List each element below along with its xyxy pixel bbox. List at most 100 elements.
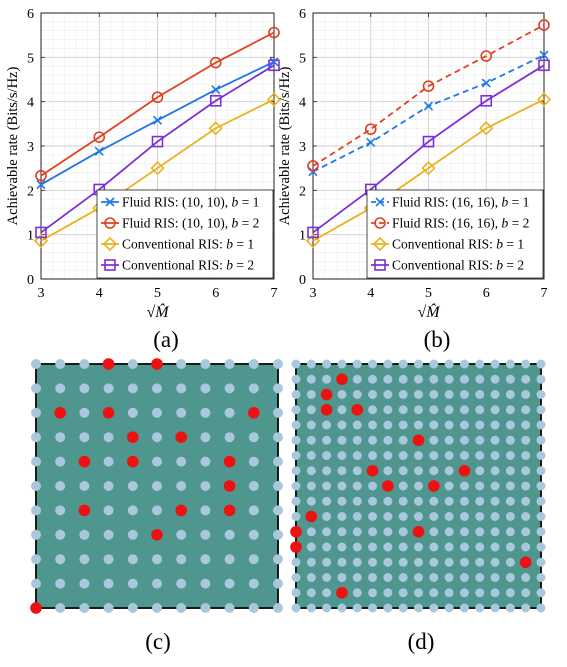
ris-element [337, 359, 347, 369]
ris-element [152, 432, 162, 443]
grid-panel-c [30, 358, 283, 614]
legend-marker [104, 259, 116, 271]
ris-element [459, 496, 469, 506]
ris-element [536, 512, 546, 521]
data-point [151, 135, 164, 148]
ris-element [79, 603, 90, 613]
ris-element [475, 496, 485, 506]
ris-element [224, 432, 235, 443]
ris-element [291, 481, 301, 491]
ris-element [291, 603, 301, 613]
ris-element [459, 527, 469, 537]
ris-element [322, 374, 332, 384]
ris-element [459, 420, 469, 430]
ris-element [103, 505, 114, 516]
ris-element [55, 578, 66, 589]
y-tick-label: 4 [299, 96, 306, 111]
ris-element [322, 588, 332, 598]
ris-element [490, 496, 500, 506]
ris-element [429, 557, 439, 567]
ris-element [291, 451, 301, 460]
ris-element [490, 588, 500, 598]
ris-element [31, 481, 41, 491]
ris-element [103, 554, 114, 565]
ris-element [322, 573, 332, 582]
ris-element [291, 588, 301, 598]
ris-element [291, 420, 301, 430]
ris-element [414, 542, 423, 552]
ris-element [444, 603, 454, 613]
ris-element [337, 451, 347, 460]
x-tick-label: 4 [367, 286, 374, 301]
ris-element [429, 420, 439, 430]
y-tick-label: 1 [27, 229, 34, 244]
ris-element [291, 390, 301, 399]
ris-element [152, 383, 162, 394]
ris-element [414, 390, 423, 399]
data-point [35, 169, 47, 182]
ris-element [368, 420, 378, 430]
ris-element [429, 603, 439, 613]
ris-element [337, 527, 347, 537]
ris-element [152, 481, 162, 491]
data-point [422, 80, 435, 92]
ris-element [398, 435, 408, 445]
ris-element [103, 383, 114, 394]
ris-element [103, 578, 114, 589]
ris-element-active [151, 358, 163, 370]
ris-element [79, 359, 90, 369]
ris-element [55, 529, 66, 540]
ris-element [176, 603, 187, 613]
y-tick-label: 3 [299, 140, 306, 155]
ris-element [536, 557, 546, 567]
ris-element [459, 542, 469, 552]
ris-element [459, 390, 469, 399]
ris-element [31, 383, 41, 394]
data-point [421, 161, 436, 176]
legend-box [96, 189, 274, 279]
ris-element [475, 374, 485, 384]
ris-element [352, 512, 362, 521]
ris-element [398, 374, 408, 384]
ris-element [536, 359, 546, 369]
ris-element [322, 420, 332, 430]
ris-element [429, 512, 439, 521]
ris-element [398, 588, 408, 598]
ris-element [459, 588, 469, 598]
ris-element [459, 557, 469, 567]
ris-element [505, 542, 515, 552]
legend-label: Fluid RIS: (16, 16), b = 1 [392, 195, 529, 210]
ris-element [322, 542, 332, 552]
ris-element-active [151, 529, 163, 541]
legend-marker [105, 197, 115, 207]
ris-element [444, 588, 454, 598]
ris-element [127, 505, 138, 516]
ris-element [383, 420, 393, 430]
ris-element [368, 481, 378, 491]
ris-element [414, 496, 423, 506]
ris-element [152, 505, 162, 516]
y-tick-label: 4 [27, 96, 34, 111]
ris-element [55, 383, 66, 394]
data-point [539, 50, 549, 60]
ris-element [475, 420, 485, 430]
ris-element-active [290, 525, 302, 538]
ris-element [103, 456, 114, 467]
ris-element [444, 405, 454, 415]
ris-element [414, 466, 423, 476]
legend-marker [374, 217, 386, 229]
legend-box [366, 189, 544, 279]
ris-element [79, 481, 90, 491]
legend-label: Fluid RIS: (16, 16), b = 2 [392, 216, 529, 231]
ris-element [429, 573, 439, 582]
ris-element [444, 573, 454, 582]
ris-element [337, 390, 347, 399]
ris-element [368, 527, 378, 537]
ris-element [248, 481, 259, 491]
ris-element [383, 603, 393, 613]
ris-element [414, 451, 423, 460]
ris-element [383, 557, 393, 567]
y-tick-label: 2 [27, 184, 34, 199]
ris-element [505, 481, 515, 491]
